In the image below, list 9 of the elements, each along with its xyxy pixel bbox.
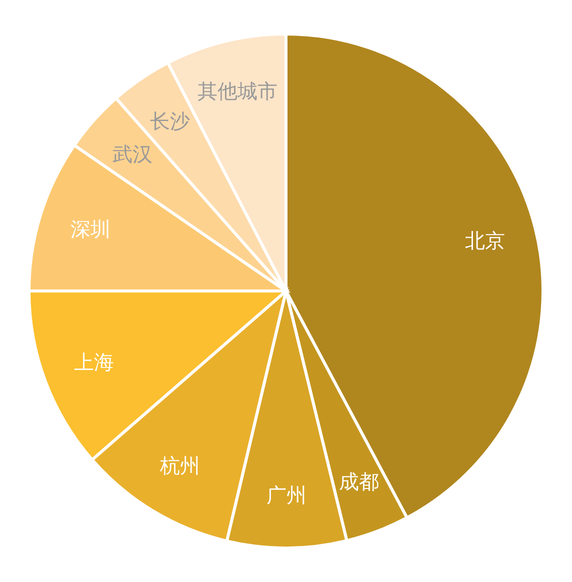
slice-label: 成都: [339, 470, 380, 494]
slice-label: 其他城市: [198, 78, 278, 103]
slice-label: 深圳: [70, 217, 110, 242]
slice-label: 北京: [464, 228, 505, 252]
slice-label: 广州: [266, 483, 307, 507]
slice-label: 武汉: [112, 142, 153, 166]
slice-label: 长沙: [150, 108, 190, 133]
slice-label: 杭州: [158, 453, 200, 478]
slice-label: 上海: [74, 350, 114, 374]
